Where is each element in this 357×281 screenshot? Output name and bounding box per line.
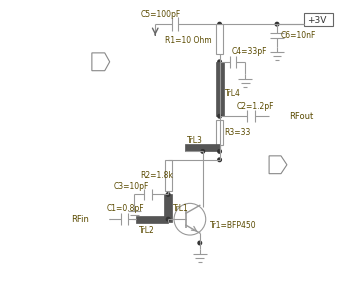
Text: RFout: RFout [289,112,313,121]
Circle shape [166,217,170,221]
Bar [136,216,168,223]
Text: +3V: +3V [307,16,326,25]
Bar [165,160,172,191]
Text: C1=0.8pF: C1=0.8pF [107,204,144,213]
Bar [164,194,172,222]
Circle shape [201,149,205,153]
Bar [216,24,223,54]
Circle shape [218,60,221,64]
Circle shape [218,22,221,26]
Text: C2=1.2pF: C2=1.2pF [236,102,274,111]
Circle shape [218,114,221,118]
Text: TrL4: TrL4 [225,89,240,98]
Text: C3=10pF: C3=10pF [114,182,149,191]
Text: C5=100pF: C5=100pF [140,10,181,19]
Circle shape [198,241,202,245]
Circle shape [218,158,221,162]
Text: Tr1=BFP450: Tr1=BFP450 [210,221,256,230]
Text: C4=33pF: C4=33pF [231,47,267,56]
Bar [216,62,223,116]
Text: TrL3: TrL3 [187,135,203,144]
Text: C6=10nF: C6=10nF [281,31,316,40]
Text: TrL1: TrL1 [173,204,189,213]
Bar [216,120,223,145]
Text: R1=10 Ohm: R1=10 Ohm [165,37,212,46]
Text: R3=33: R3=33 [225,128,251,137]
Circle shape [166,193,170,196]
Text: RFin: RFin [71,215,89,224]
Text: R2=1.8k: R2=1.8k [140,171,173,180]
Text: TrL2: TrL2 [139,226,155,235]
Circle shape [218,149,221,153]
Bar [304,13,333,26]
Circle shape [275,22,279,26]
Circle shape [166,217,170,221]
Bar [185,144,220,151]
